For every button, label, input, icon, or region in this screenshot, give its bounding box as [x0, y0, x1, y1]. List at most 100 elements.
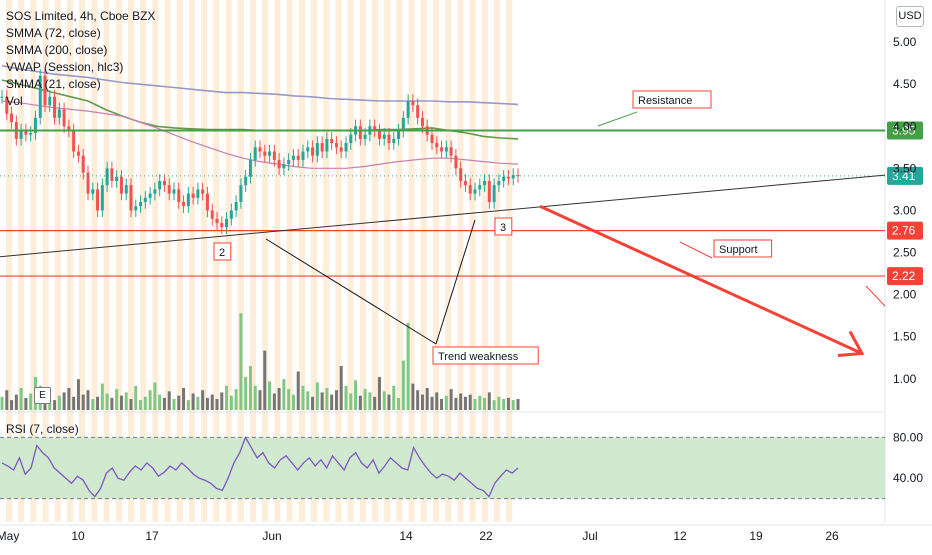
- volume-bar: [115, 389, 119, 410]
- volume-bar: [172, 399, 176, 410]
- volume-bar: [296, 371, 300, 410]
- candle-body: [253, 147, 257, 160]
- volume-bar: [306, 391, 310, 410]
- rsi-legend[interactable]: RSI (7, close): [6, 422, 79, 436]
- candle-body: [186, 193, 190, 207]
- candle-body: [205, 193, 209, 211]
- candle-body: [67, 126, 71, 131]
- volume-bar: [349, 393, 353, 410]
- session-band: [164, 0, 171, 522]
- volume-bar: [186, 400, 190, 410]
- y-tick-label: 5.00: [893, 35, 917, 49]
- session-band: [481, 0, 488, 522]
- level-tag-label: 2.22: [892, 269, 916, 283]
- level-tag-bg: [887, 221, 923, 240]
- candle-body: [315, 143, 319, 156]
- annotation-support: Support: [719, 244, 758, 256]
- volume-bar: [225, 385, 229, 410]
- candle-body: [392, 138, 396, 144]
- volume-bar: [497, 396, 501, 410]
- volume-bar: [110, 397, 114, 410]
- volume-bar: [478, 395, 482, 410]
- volume-bar: [502, 399, 506, 410]
- candle-body: [306, 147, 310, 152]
- volume-bar: [248, 366, 252, 410]
- candle-body: [10, 113, 14, 123]
- candle-body: [33, 117, 37, 133]
- legend-smma72[interactable]: SMMA (72, close): [6, 26, 101, 40]
- candle-body: [344, 143, 348, 152]
- candle-body: [5, 96, 9, 114]
- resistance-arrow: [597, 111, 638, 127]
- volume-bar: [373, 396, 377, 410]
- session-band: [91, 0, 98, 522]
- currency-button[interactable]: USD: [896, 6, 924, 27]
- candle-body: [311, 147, 315, 156]
- session-band: [152, 0, 159, 522]
- session-band: [237, 0, 244, 522]
- volume-bar: [229, 395, 233, 410]
- candle-body: [478, 185, 482, 190]
- volume-bar: [48, 399, 52, 410]
- volume-bar: [368, 392, 372, 410]
- session-band: [457, 0, 464, 522]
- session-band: [103, 0, 110, 522]
- session-band: [311, 0, 317, 522]
- volume-bar: [100, 383, 104, 410]
- candle-body: [430, 134, 434, 144]
- last-price-tag-bg: [887, 166, 923, 185]
- earnings-badge[interactable]: E: [34, 387, 51, 404]
- candle-body: [463, 180, 467, 186]
- volume-bar: [339, 366, 343, 410]
- session-band: [18, 0, 25, 522]
- session-band: [420, 0, 427, 522]
- volume-bar: [444, 395, 448, 410]
- candle-body: [53, 96, 57, 118]
- candle-body: [48, 96, 52, 106]
- candle-body: [291, 155, 295, 160]
- candle-body: [158, 180, 162, 190]
- volume-bar: [406, 323, 410, 410]
- candle-body: [229, 210, 233, 219]
- candle-body: [57, 109, 61, 118]
- candle-body: [220, 223, 224, 228]
- legend-vwap[interactable]: VWAP (Session, hlc3): [6, 60, 124, 74]
- volume-bar: [291, 394, 295, 410]
- volume-bar: [215, 399, 219, 410]
- session-band: [408, 0, 415, 522]
- x-tick-label: 19: [749, 529, 763, 543]
- candle-body: [287, 159, 291, 165]
- smma200-line: [1, 64, 519, 106]
- volume-bar: [377, 377, 381, 410]
- volume-bar: [492, 400, 496, 410]
- volume-bar: [153, 382, 157, 410]
- legend-smma21[interactable]: SMMA (21, close): [6, 77, 101, 91]
- volume-bar: [311, 396, 315, 410]
- level-tag-label: 3.95: [892, 123, 916, 137]
- volume-bar: [5, 390, 9, 410]
- volume-bar: [387, 394, 391, 410]
- level-tag-bg: [887, 267, 923, 286]
- smma72-line: [1, 100, 519, 169]
- volume-bar: [268, 381, 272, 410]
- candle-body: [29, 132, 33, 135]
- volume-bar: [420, 394, 424, 410]
- session-band: [67, 0, 73, 522]
- candle-body: [96, 189, 100, 211]
- legend-smma200[interactable]: SMMA (200, close): [6, 43, 108, 57]
- volume-bar: [119, 395, 123, 410]
- volume-bar: [129, 399, 133, 410]
- candle-body: [277, 159, 281, 169]
- volume-bar: [282, 379, 286, 410]
- y-tick-label: 1.50: [893, 330, 917, 344]
- candle-body: [119, 176, 123, 194]
- candle-body: [459, 168, 463, 181]
- volume-bar: [62, 392, 66, 410]
- candle-body: [124, 185, 128, 194]
- volume-bar: [506, 397, 510, 410]
- annotation-3-box: [494, 217, 513, 236]
- candle-body: [38, 75, 42, 118]
- session-band: [335, 0, 342, 522]
- legend-volume[interactable]: Vol: [6, 94, 23, 108]
